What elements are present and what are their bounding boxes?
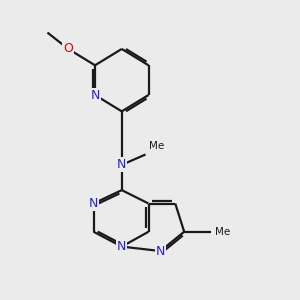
Text: N: N (156, 244, 165, 258)
Text: Me: Me (215, 227, 231, 237)
Text: N: N (117, 240, 127, 253)
Text: N: N (90, 88, 100, 101)
Text: Me: Me (148, 142, 164, 152)
Text: O: O (63, 42, 73, 56)
Text: N: N (89, 197, 98, 210)
Text: N: N (117, 158, 127, 171)
